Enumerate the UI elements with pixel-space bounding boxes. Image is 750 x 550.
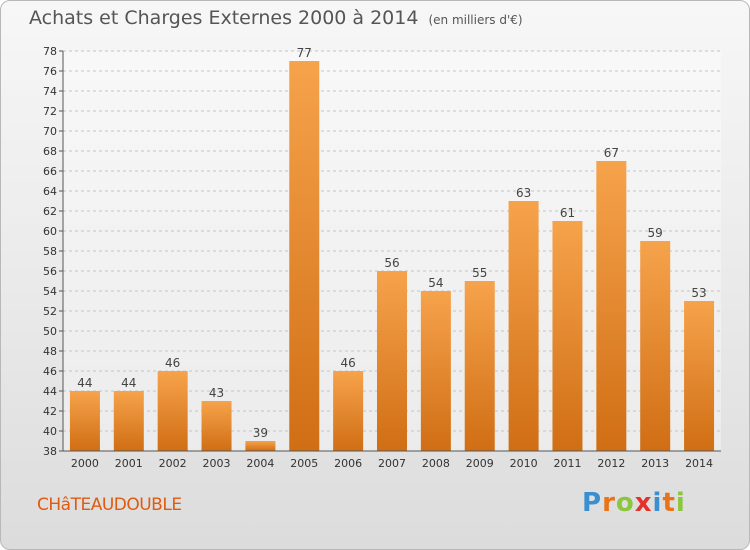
bar [289,61,320,451]
y-tick-label: 40 [43,425,57,438]
y-tick-label: 78 [43,45,57,58]
bar [377,271,407,451]
bars [69,61,715,451]
x-tick-label: 2005 [290,457,318,470]
y-tick-label: 52 [43,305,57,318]
logo-letter: i [675,488,686,518]
y-tick-label: 44 [43,385,57,398]
value-label: 63 [516,186,531,200]
y-tick-label: 50 [43,325,57,338]
value-label: 59 [648,226,663,240]
labels: 38 40 42 44 46 48 50 52 54 56 58 60 62 64 66 68 70 72 74 76… [43,45,713,470]
x-tick-label: 2007 [378,457,406,470]
y-tick-label: 48 [43,345,57,358]
value-label: 46 [165,356,180,370]
y-tick-label: 72 [43,105,57,118]
y-tick-label: 76 [43,65,57,78]
x-tick-label: 2008 [422,457,450,470]
value-label: 43 [209,386,224,400]
bar [201,401,232,451]
bar [113,391,144,451]
bar [245,441,276,451]
chart-subtitle: (en milliers d'€) [428,13,523,27]
bar [508,201,539,451]
y-tick-label: 66 [43,165,57,178]
y-tick-label: 70 [43,125,57,138]
value-label: 39 [253,426,268,440]
x-tick-label: 2003 [203,457,231,470]
bar [596,161,627,451]
y-tick-label: 54 [43,285,57,298]
value-label: 67 [604,146,619,160]
bar [69,391,100,451]
value-label: 61 [560,206,575,220]
y-tick-label: 56 [43,265,57,278]
bar [464,281,495,451]
y-tick-label: 42 [43,405,57,418]
x-tick-label: 2012 [597,457,625,470]
logo-letter: r [602,488,616,518]
y-tick-label: 64 [43,185,57,198]
x-tick-label: 2011 [553,457,581,470]
commune-name: CHâTEAUDOUBLE [37,495,182,515]
value-label: 44 [121,376,136,390]
y-tick-label: 38 [43,445,57,458]
value-label: 46 [340,356,355,370]
bar [640,241,671,451]
logo-letter: i [652,488,663,518]
x-tick-label: 2002 [159,457,187,470]
x-tick-label: 2006 [334,457,362,470]
x-tick-label: 2010 [510,457,538,470]
logo-letter: P [582,488,603,518]
bar [552,221,583,451]
x-tick-label: 2014 [685,457,713,470]
axes [59,50,721,452]
logo-letter: t [662,488,676,518]
value-label: 56 [384,256,399,270]
y-tick-label: 68 [43,145,57,158]
x-tick-label: 2009 [466,457,494,470]
value-label: 53 [691,286,706,300]
chart-title-text: Achats et Charges Externes 2000 à 2014 [29,7,419,29]
logo-letter: o [615,488,635,518]
value-label: 54 [428,276,443,290]
proxiti-logo: Proxiti [582,488,686,518]
x-tick-label: 2013 [641,457,669,470]
bar [333,371,364,451]
y-tick-label: 46 [43,365,57,378]
y-tick-label: 58 [43,245,57,258]
y-tick-label: 60 [43,225,57,238]
logo-letter: x [634,488,653,518]
value-label: 55 [472,266,487,280]
chart-title: Achats et Charges Externes 2000 à 2014 (e… [29,7,523,29]
x-tick-label: 2000 [71,457,99,470]
x-tick-label: 2004 [246,457,274,470]
x-tick-label: 2001 [115,457,143,470]
value-label: 44 [77,376,92,390]
bar [420,291,451,451]
value-label: 77 [297,46,312,60]
y-tick-label: 74 [43,85,57,98]
y-tick-label: 62 [43,205,57,218]
bar [157,371,188,451]
bar [684,301,715,451]
